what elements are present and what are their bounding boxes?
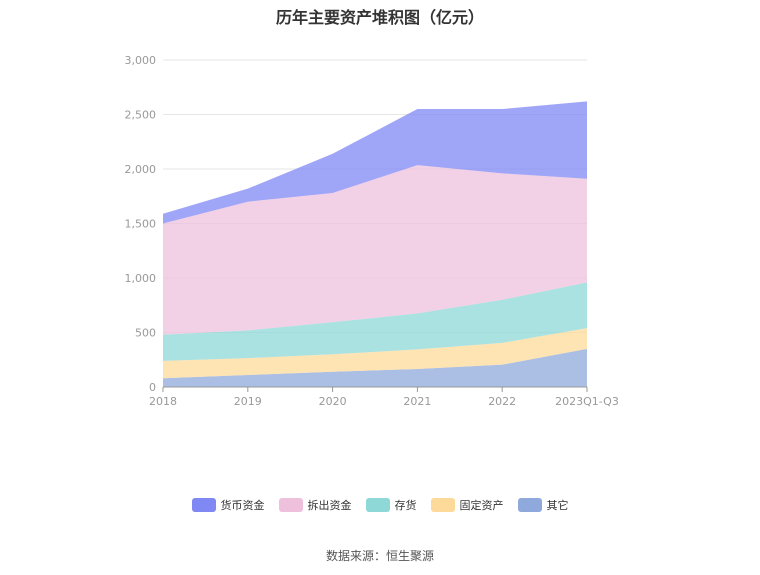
x-tick-label: 2022: [488, 395, 516, 408]
legend-swatch: [430, 498, 455, 512]
area-货币资金: [163, 101, 587, 224]
y-tick-label: 3,000: [125, 54, 157, 67]
x-tick-label: 2020: [319, 395, 347, 408]
legend-item[interactable]: 固定资产: [430, 497, 504, 513]
legend-label: 拆出资金: [307, 499, 352, 512]
legend-label: 固定资产: [459, 499, 504, 512]
chart-title: 历年主要资产堆积图（亿元）: [275, 8, 484, 27]
x-tick-label: 2018: [149, 395, 177, 408]
area-存货: [163, 282, 587, 361]
x-tick-label: 2023Q1-Q3: [555, 395, 619, 408]
x-tick-label: 2019: [234, 395, 262, 408]
legend: 货币资金 拆出资金 存货 固定资产 其它: [0, 497, 760, 513]
y-tick-label: 500: [135, 327, 156, 340]
area-series: [163, 101, 587, 387]
legend-swatch: [365, 498, 390, 512]
legend-swatch: [517, 498, 542, 512]
legend-label: 存货: [394, 499, 417, 512]
y-tick-label: 1,000: [125, 272, 157, 285]
y-tick-label: 2,000: [125, 163, 157, 176]
y-tick-label: 0: [149, 381, 156, 394]
legend-swatch: [191, 498, 216, 512]
stacked-area-chart: 0 500 1,000 1,500 2,000 2,500 3,000 2018 2019 202…: [125, 54, 619, 408]
legend-item[interactable]: 其它: [517, 497, 569, 513]
y-tick-label: 1,500: [125, 218, 157, 231]
data-source: 数据来源：恒生聚源: [325, 549, 434, 563]
area-其它: [163, 348, 587, 387]
legend-item[interactable]: 拆出资金: [278, 497, 352, 513]
axes: 0 500 1,000 1,500 2,000 2,500 3,000 2018 2019 202…: [125, 54, 619, 408]
legend-item[interactable]: 货币资金: [191, 497, 265, 513]
legend-item[interactable]: 存货: [365, 497, 417, 513]
area-拆出资金: [163, 165, 587, 335]
legend-label: 货币资金: [220, 499, 265, 512]
y-tick-label: 2,500: [125, 109, 157, 122]
legend-swatch: [278, 498, 303, 512]
x-tick-label: 2021: [403, 395, 431, 408]
legend-label: 其它: [546, 499, 569, 512]
area-固定资产: [163, 328, 587, 379]
